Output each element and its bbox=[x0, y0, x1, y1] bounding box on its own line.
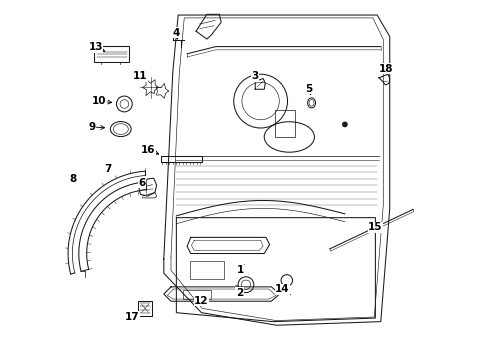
Text: 10: 10 bbox=[92, 96, 106, 106]
Circle shape bbox=[342, 122, 346, 127]
Text: 11: 11 bbox=[133, 71, 147, 81]
Text: 2: 2 bbox=[235, 288, 243, 298]
Text: 18: 18 bbox=[378, 64, 393, 74]
Text: 4: 4 bbox=[172, 28, 180, 38]
Text: 13: 13 bbox=[88, 42, 102, 52]
Text: 1: 1 bbox=[237, 265, 244, 275]
Text: 7: 7 bbox=[104, 164, 112, 174]
Text: 12: 12 bbox=[194, 296, 208, 306]
Text: 5: 5 bbox=[305, 84, 312, 94]
Text: 14: 14 bbox=[275, 284, 289, 294]
Text: 16: 16 bbox=[141, 144, 155, 154]
Text: 6: 6 bbox=[139, 178, 145, 188]
Text: 17: 17 bbox=[125, 312, 140, 322]
Text: 15: 15 bbox=[367, 222, 382, 232]
Text: 3: 3 bbox=[251, 71, 258, 81]
Text: 8: 8 bbox=[69, 174, 77, 184]
Text: 9: 9 bbox=[88, 122, 96, 132]
